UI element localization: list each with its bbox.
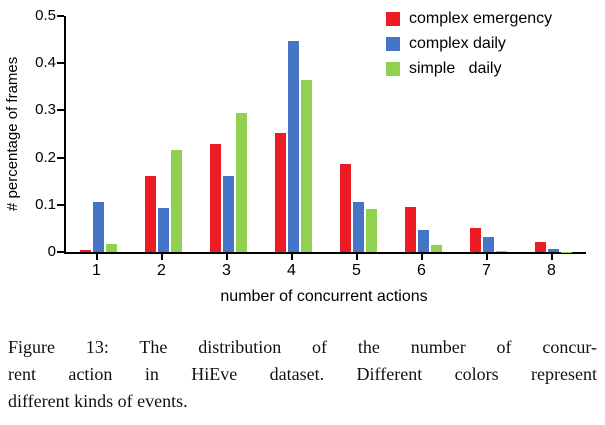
x-tick-label: 3 — [222, 262, 231, 279]
y-tick-label: 0 — [47, 243, 56, 260]
legend-item: simple daily — [386, 60, 552, 78]
y-tick-label: 0.1 — [35, 195, 56, 213]
x-tick-label: 6 — [417, 262, 426, 279]
y-tick-mark — [57, 62, 64, 65]
x-tick-mark — [95, 254, 98, 260]
x-tick: 7 — [454, 254, 519, 280]
y-tick-mark — [57, 156, 64, 159]
bar-complex-emergency — [275, 133, 286, 252]
x-axis-labels: 1 2 3 4 5 6 7 8 — [64, 254, 584, 280]
y-tick-mark — [57, 251, 64, 253]
bar-simple-daily — [106, 243, 117, 252]
bar-complex-emergency — [535, 242, 546, 252]
x-tick: 5 — [324, 254, 389, 280]
x-tick-label: 8 — [547, 262, 556, 279]
bar-complex-daily — [418, 230, 429, 252]
bar-group — [66, 16, 131, 252]
x-tick-mark — [485, 254, 488, 260]
bar-complex-daily — [158, 207, 169, 252]
x-tick-mark — [420, 254, 423, 260]
x-tick: 6 — [389, 254, 454, 280]
y-tick-mark — [57, 109, 64, 112]
bar-simple-daily — [236, 112, 247, 252]
figure-caption: Figure 13: The distribution of the numbe… — [8, 334, 597, 415]
legend-swatch — [386, 62, 400, 76]
bar-group — [391, 16, 456, 252]
y-tick-mark — [57, 203, 64, 206]
x-tick-mark — [290, 254, 293, 260]
caption-line: Figure 13: The distribution of the numbe… — [8, 337, 597, 357]
bar-simple-daily — [301, 79, 312, 252]
x-tick-label: 4 — [287, 262, 296, 279]
legend-swatch — [386, 37, 400, 51]
x-tick: 3 — [194, 254, 259, 280]
x-tick-label: 1 — [92, 262, 101, 279]
legend-label: simple daily — [409, 60, 502, 77]
bar-complex-emergency — [405, 206, 416, 252]
y-tick-label: 0.2 — [35, 148, 56, 166]
legend-item: complex emergency — [386, 10, 552, 28]
bar-group — [326, 16, 391, 252]
bar-group — [261, 16, 326, 252]
bar-chart: # percentage of frames 0 0.1 0.2 0.3 0.4 0.5 … — [4, 7, 586, 305]
bar-group — [196, 16, 261, 252]
y-tick-label: 0.4 — [35, 54, 56, 72]
bar-complex-daily — [288, 41, 299, 252]
legend-label: complex emergency — [409, 10, 553, 27]
bar-simple-daily — [431, 245, 442, 252]
x-tick-label: 7 — [482, 262, 491, 279]
bar-complex-daily — [93, 201, 104, 252]
bar-simple-daily — [496, 251, 507, 252]
y-tick-label: 0.5 — [35, 7, 56, 24]
legend-item: complex daily — [386, 35, 552, 53]
y-tick-mark — [57, 15, 64, 17]
bar-simple-daily — [171, 150, 182, 252]
caption-line: different kinds of events. — [8, 391, 188, 411]
x-tick-label: 2 — [157, 262, 166, 279]
x-tick-label: 5 — [352, 262, 361, 279]
bar-complex-emergency — [470, 228, 481, 252]
legend-label: complex daily — [409, 35, 506, 52]
bar-group — [131, 16, 196, 252]
caption-line: rent action in HiEve dataset. Different … — [8, 364, 597, 384]
x-tick: 8 — [519, 254, 584, 280]
bar-complex-daily — [353, 202, 364, 252]
x-tick-mark — [225, 254, 228, 260]
x-tick: 2 — [129, 254, 194, 280]
x-axis-label: number of concurrent actions — [220, 288, 428, 305]
bar-simple-daily — [366, 208, 377, 252]
y-axis-label: # percentage of frames — [4, 56, 21, 212]
bar-complex-emergency — [340, 164, 351, 252]
x-tick-mark — [160, 254, 163, 260]
bar-complex-daily — [483, 237, 494, 252]
x-tick-mark — [550, 254, 553, 260]
bar-complex-daily — [548, 249, 559, 252]
plot-area: 0 0.1 0.2 0.3 0.4 0.5 — [35, 7, 586, 260]
x-tick-mark — [355, 254, 358, 260]
bar-complex-daily — [223, 175, 234, 252]
bar-group — [521, 16, 586, 252]
bar-complex-emergency — [80, 249, 91, 252]
y-tick-label: 0.3 — [35, 101, 56, 119]
x-tick: 1 — [64, 254, 129, 280]
bar-group — [456, 16, 521, 252]
legend: complex emergency complex daily simple dai… — [386, 10, 552, 78]
x-tick: 4 — [259, 254, 324, 280]
bar-complex-emergency — [145, 175, 156, 252]
bar-complex-emergency — [210, 143, 221, 252]
legend-swatch — [386, 12, 400, 26]
